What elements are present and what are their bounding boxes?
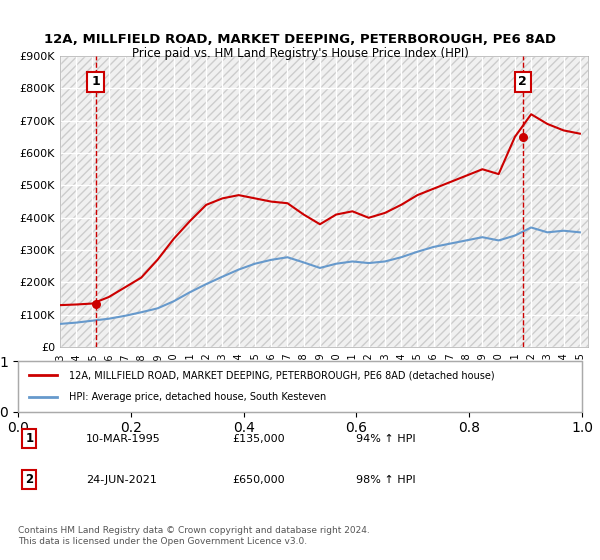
- Text: 24-JUN-2021: 24-JUN-2021: [86, 475, 157, 485]
- Text: 2: 2: [25, 473, 34, 486]
- Text: £135,000: £135,000: [232, 434, 285, 444]
- Text: 12A, MILLFIELD ROAD, MARKET DEEPING, PETERBOROUGH, PE6 8AD (detached house): 12A, MILLFIELD ROAD, MARKET DEEPING, PET…: [69, 370, 494, 380]
- Text: 10-MAR-1995: 10-MAR-1995: [86, 434, 160, 444]
- Text: 2: 2: [518, 76, 527, 88]
- Text: HPI: Average price, detached house, South Kesteven: HPI: Average price, detached house, Sout…: [69, 393, 326, 403]
- Text: Price paid vs. HM Land Registry's House Price Index (HPI): Price paid vs. HM Land Registry's House …: [131, 46, 469, 60]
- Point: [91, 299, 100, 308]
- Point: [518, 132, 527, 141]
- Text: 94% ↑ HPI: 94% ↑ HPI: [356, 434, 416, 444]
- Text: Contains HM Land Registry data © Crown copyright and database right 2024.
This d: Contains HM Land Registry data © Crown c…: [18, 526, 370, 546]
- Text: 98% ↑ HPI: 98% ↑ HPI: [356, 475, 416, 485]
- Text: 1: 1: [91, 76, 100, 88]
- Text: £650,000: £650,000: [232, 475, 285, 485]
- Text: 1: 1: [25, 432, 34, 445]
- Text: 12A, MILLFIELD ROAD, MARKET DEEPING, PETERBOROUGH, PE6 8AD: 12A, MILLFIELD ROAD, MARKET DEEPING, PET…: [44, 32, 556, 46]
